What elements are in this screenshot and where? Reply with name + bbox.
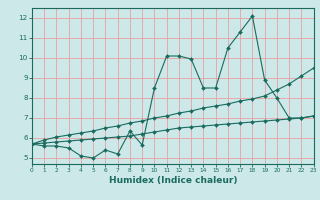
X-axis label: Humidex (Indice chaleur): Humidex (Indice chaleur) <box>108 176 237 185</box>
